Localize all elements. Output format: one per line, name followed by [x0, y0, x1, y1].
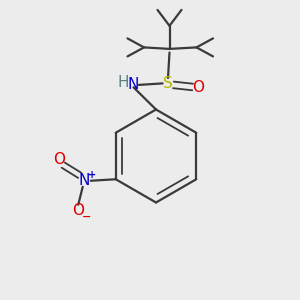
Text: O: O — [192, 80, 204, 94]
Text: −: − — [82, 212, 91, 222]
Text: +: + — [88, 170, 96, 180]
Text: N: N — [79, 173, 90, 188]
Text: N: N — [128, 77, 139, 92]
Text: O: O — [53, 152, 65, 167]
Text: O: O — [72, 203, 84, 218]
Text: H: H — [117, 75, 129, 90]
Text: S: S — [163, 76, 173, 91]
